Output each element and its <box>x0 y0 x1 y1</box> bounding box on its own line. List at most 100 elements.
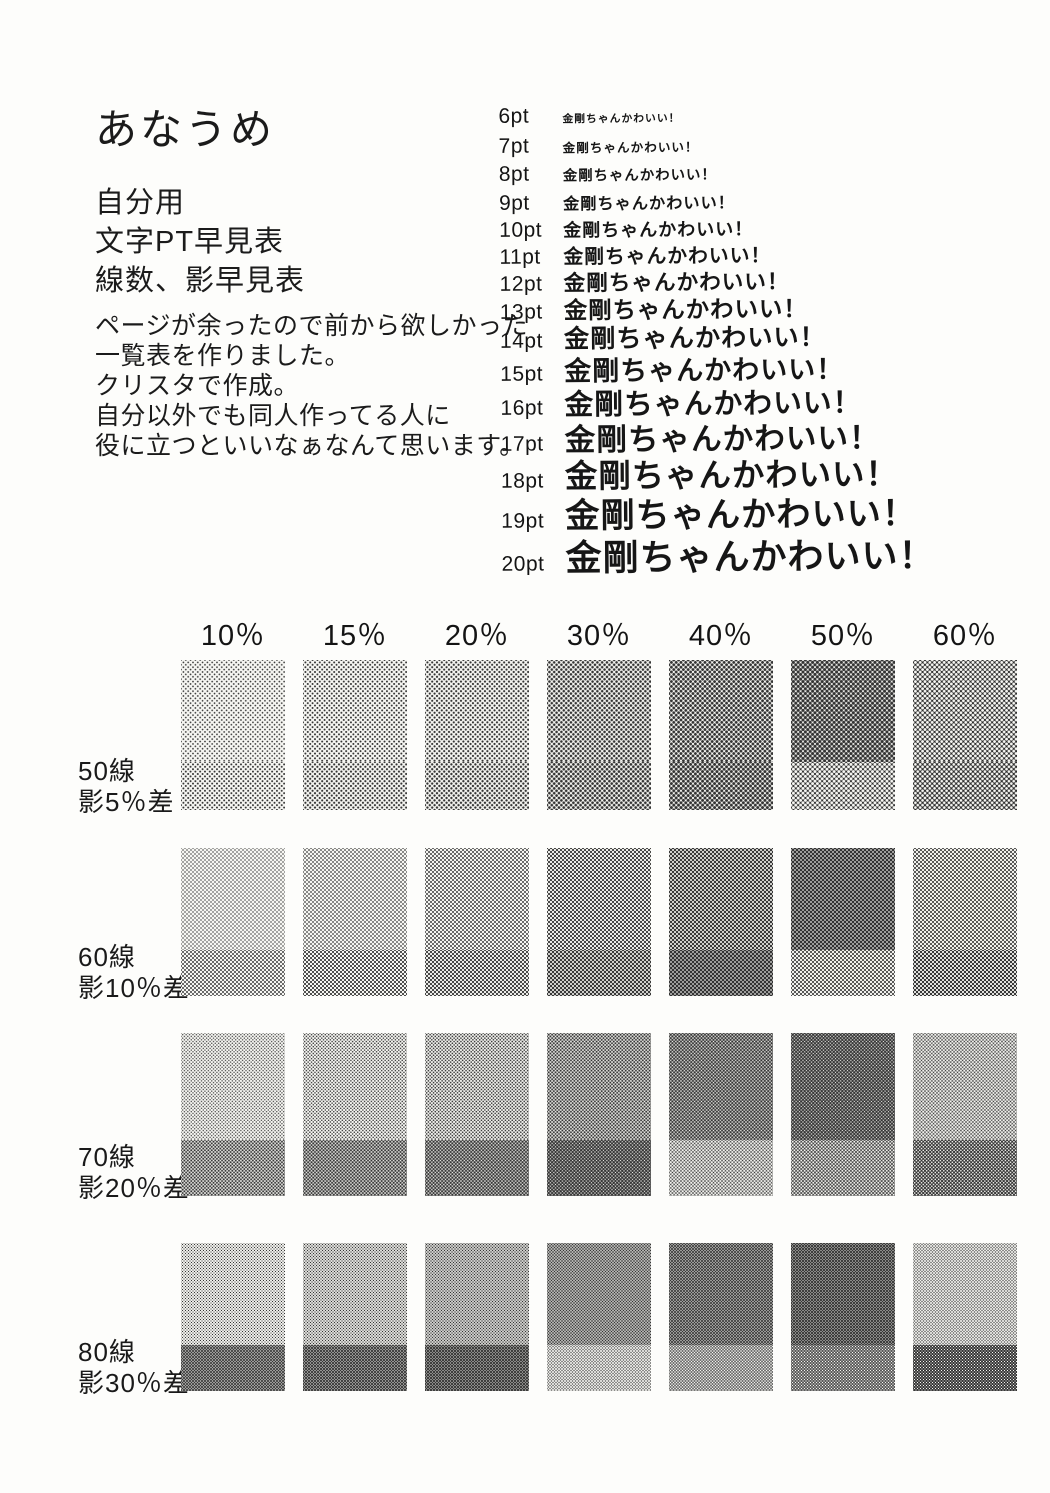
tone-row: 50線 影5％差 <box>0 660 1050 817</box>
font-sample-text: 金剛ちゃんかわいい！ <box>563 324 826 354</box>
tone-shadow-area <box>669 762 773 810</box>
tone-row: 60線 影10％差 <box>0 848 1050 1003</box>
font-sample-text: 金剛ちゃんかわいい！ <box>565 535 936 579</box>
tone-shadow-area <box>913 1139 1017 1196</box>
font-sample-row: 8pt 金剛ちゃんかわいい！ <box>499 159 1019 189</box>
font-sample-text: 金剛ちゃんかわいい！ <box>563 244 772 268</box>
tone-shadow-area <box>181 762 285 810</box>
tone-swatch <box>669 1243 773 1391</box>
font-sample-row: 18pt 金剛ちゃんかわいい！ <box>501 456 1021 496</box>
subtitle-line: 線数、影早見表 <box>95 265 306 297</box>
subtitle-block: 自分用 文字PT早見表 線数、影早見表 <box>95 184 305 301</box>
font-sample-row: 6pt 金剛ちゃんかわいい！ <box>498 101 1018 132</box>
font-size-label: 17pt <box>500 432 544 456</box>
tone-base-area <box>181 1243 285 1346</box>
tone-base-area <box>181 848 285 951</box>
font-sample-row: 12pt 金剛ちゃんかわいい！ <box>500 268 1020 297</box>
tone-shadow-area <box>669 950 773 996</box>
font-sample-text: 金剛ちゃんかわいい！ <box>563 269 790 296</box>
tone-swatch <box>669 660 773 810</box>
font-sample-row: 7pt 金剛ちゃんかわいい！ <box>499 131 1019 161</box>
tone-shadow-area <box>791 1139 895 1196</box>
line-count-label: 70線 <box>78 1142 136 1172</box>
shadow-diff-label: 影30％差 <box>78 1368 190 1398</box>
tone-shadow-area <box>547 950 651 996</box>
shadow-diff-label: 影10％差 <box>78 973 190 1003</box>
tone-swatch <box>425 848 529 996</box>
tone-shadow-area <box>913 950 1017 996</box>
note-line: 一覧表を作りました。 <box>95 342 351 370</box>
tone-swatch <box>303 1033 407 1196</box>
font-sample-text: 金剛ちゃんかわいい！ <box>564 386 863 421</box>
tone-swatch <box>791 1243 895 1391</box>
tone-base-area <box>303 660 407 762</box>
tone-base-area <box>791 848 895 951</box>
tone-swatch <box>303 848 407 996</box>
tone-swatch <box>181 848 285 996</box>
tone-shadow-area <box>181 950 285 996</box>
font-size-label: 18pt <box>500 469 544 494</box>
tone-row-label: 60線 影10％差 <box>78 942 190 1004</box>
tone-shadow-area <box>303 1345 407 1391</box>
tone-base-area <box>913 848 1017 951</box>
tone-swatch <box>547 848 651 996</box>
tone-swatch <box>425 1243 529 1391</box>
font-sample-row: 20pt 金剛ちゃんかわいい！ <box>501 535 1021 579</box>
tone-base-area <box>913 660 1017 762</box>
font-size-label: 15pt <box>500 362 544 387</box>
note-line: ページが余ったので前から欲しかった <box>95 312 529 340</box>
tone-swatch <box>425 660 529 810</box>
font-sample-text: 金剛ちゃんかわいい！ <box>564 354 845 387</box>
tone-base-area <box>303 1033 407 1140</box>
tone-swatch <box>181 1033 285 1196</box>
tone-base-area <box>913 1243 1017 1346</box>
tone-base-area <box>547 848 651 951</box>
font-sample-row: 11pt 金剛ちゃんかわいい！ <box>499 242 1019 270</box>
font-size-sample-list: 6pt 金剛ちゃんかわいい！ 7pt 金剛ちゃんかわいい！ 8pt 金剛ちゃんかわいい！ 9… <box>498 101 1021 581</box>
font-size-label: 8pt <box>498 162 530 186</box>
tone-shadow-area <box>669 1345 773 1391</box>
tone-base-area <box>669 1033 773 1140</box>
font-sample-row: 9pt 金剛ちゃんかわいい！ <box>499 188 1019 217</box>
tone-shadow-area <box>547 1139 651 1196</box>
tone-swatch <box>547 660 651 810</box>
tone-swatch <box>303 660 407 810</box>
note-paragraph: ページが余ったので前から欲しかった 一覧表を作りました。 クリスタで作成。 自分以外で… <box>95 311 528 461</box>
tone-shadow-area <box>425 950 529 996</box>
font-sample-text: 金剛ちゃんかわいい！ <box>565 495 918 535</box>
font-size-label: 11pt <box>499 245 541 269</box>
tone-swatch <box>913 1033 1017 1196</box>
tone-row: 70線 影20％差 <box>0 1033 1050 1203</box>
shadow-diff-label: 影5％差 <box>78 787 175 817</box>
tone-shadow-area <box>425 1139 529 1196</box>
tone-base-area <box>547 1243 651 1346</box>
tone-base-area <box>425 660 529 762</box>
font-sample-text: 金剛ちゃんかわいい！ <box>562 193 735 213</box>
tone-base-area <box>913 1033 1017 1140</box>
tone-swatch <box>669 1033 773 1196</box>
tone-shadow-area <box>303 950 407 996</box>
font-sample-text: 金剛ちゃんかわいい！ <box>564 457 899 496</box>
tone-swatch <box>547 1243 651 1391</box>
font-sample-row: 17pt 金剛ちゃんかわいい！ <box>501 420 1021 458</box>
line-count-label: 50線 <box>78 756 136 786</box>
font-size-label: 13pt <box>499 300 543 324</box>
tone-column-header: 10％ <box>200 620 266 652</box>
note-line: クリスタで作成。 <box>95 372 300 400</box>
tone-column-header: 60％ <box>932 620 998 652</box>
tone-shadow-area <box>791 950 895 996</box>
tone-shadow-area <box>303 1139 407 1196</box>
tone-column-header: 40％ <box>688 620 754 652</box>
tone-swatch <box>181 1243 285 1391</box>
font-sample-row: 16pt 金剛ちゃんかわいい！ <box>500 386 1020 422</box>
font-sample-text: 金剛ちゃんかわいい！ <box>564 421 881 458</box>
font-sample-row: 13pt 金剛ちゃんかわいい！ <box>500 295 1020 325</box>
tone-base-area <box>181 660 285 762</box>
font-sample-row: 10pt 金剛ちゃんかわいい！ <box>499 215 1019 243</box>
subtitle-line: 自分用 <box>95 187 186 219</box>
tone-base-area <box>181 1033 285 1140</box>
tone-base-area <box>425 1243 529 1346</box>
tone-base-area <box>425 848 529 951</box>
tone-base-area <box>791 1033 895 1140</box>
